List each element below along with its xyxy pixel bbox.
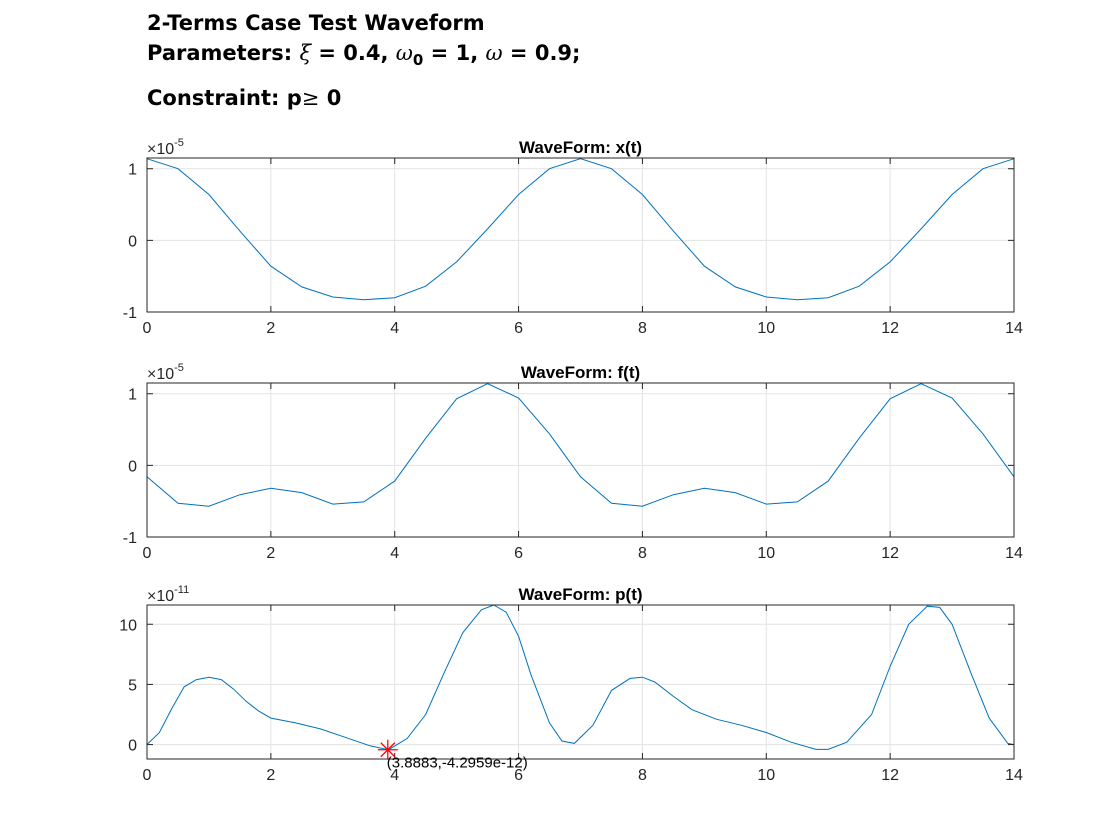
x-tick-label: 4 xyxy=(390,767,399,784)
y-exponent-power: -11 xyxy=(174,584,189,596)
axes-box xyxy=(146,157,1015,313)
omega-symbol: ω xyxy=(485,41,503,65)
y-exponent-label: ×10-5 xyxy=(147,362,184,383)
x-tick-label: 12 xyxy=(881,767,899,784)
constraint-prefix: Constraint: p xyxy=(147,86,302,111)
figure-title-line-1: 2-Terms Case Test Waveform xyxy=(147,11,485,35)
x-tick-label: 0 xyxy=(143,767,152,784)
subplot-3: 0 2 4 6 8 10 12 14 0 5 10 ×10-11 WaveForm: p(t) (3.88… xyxy=(119,584,1023,784)
subplot-2: 0 2 4 6 8 10 12 14 -1 0 1 ×10-5 WaveForm: f(t) xyxy=(123,362,1023,562)
x-tick-label: 14 xyxy=(1005,320,1023,337)
x-tick-label: 2 xyxy=(266,320,275,337)
figure-title-line-3: Constraint: p≥ 0 xyxy=(147,83,580,113)
x-tick-label: 0 xyxy=(143,545,152,562)
y-exponent-base: ×10 xyxy=(147,588,174,605)
subplot-title: WaveForm: x(t) xyxy=(519,138,642,157)
y-tick-label: -1 xyxy=(123,530,137,547)
x-tick-label: 10 xyxy=(757,320,775,337)
x-tick-label: 10 xyxy=(757,545,775,562)
y-tick-label: 5 xyxy=(128,677,137,694)
figure-title-line-2: Parameters: ξ = 0.4, ω0 = 1, ω = 0.9; xyxy=(147,38,580,75)
x-tick-label: 6 xyxy=(514,320,523,337)
datatip-label: (3.8883,-4.2959e-12) xyxy=(387,755,528,772)
x-tick-label: 14 xyxy=(1005,767,1023,784)
subplot-title: WaveForm: p(t) xyxy=(518,585,642,604)
x-tick-label: 8 xyxy=(638,545,647,562)
y-tick-label: 0 xyxy=(128,738,137,755)
x-tick-label: 2 xyxy=(266,767,275,784)
x-tick-label: 12 xyxy=(881,545,899,562)
x-tick-label: 14 xyxy=(1005,545,1023,562)
y-tick-label: 0 xyxy=(128,458,137,475)
x-tick-label: 8 xyxy=(638,320,647,337)
y-exponent-label: ×10-5 xyxy=(147,137,184,158)
y-tick-label: 10 xyxy=(119,617,137,634)
x-tick-label: 10 xyxy=(757,767,775,784)
omega0-symbol: ω xyxy=(395,41,413,65)
y-exponent-power: -5 xyxy=(174,137,184,149)
x-tick-label: 6 xyxy=(514,767,523,784)
y-exponent-base: ×10 xyxy=(147,141,174,158)
y-exponent-base: ×10 xyxy=(147,366,174,383)
figure-title: 2-Terms Case Test Waveform Parameters: ξ… xyxy=(147,8,580,113)
x-tick-label: 12 xyxy=(881,320,899,337)
parameters-prefix: Parameters: xyxy=(147,41,300,65)
y-tick-label: 1 xyxy=(128,387,137,404)
y-tick-label: 0 xyxy=(128,233,137,250)
subplot-1: 0 2 4 6 8 10 12 14 -1 0 1 ×10-5 WaveForm: x(t) xyxy=(123,137,1023,337)
omega-value: = 0.9; xyxy=(502,41,581,65)
xi-symbol: ξ xyxy=(299,41,312,65)
constraint-suffix: 0 xyxy=(319,86,342,111)
datatip-star-stroke xyxy=(380,742,396,758)
geq-symbol: ≥ xyxy=(301,86,320,111)
x-tick-label: 8 xyxy=(638,767,647,784)
series-line-1 xyxy=(146,158,1015,301)
series-line-1 xyxy=(146,604,1015,751)
y-exponent-label: ×10-11 xyxy=(147,584,189,605)
omega0-value: = 1, xyxy=(423,41,486,65)
y-tick-label: 1 xyxy=(128,162,137,179)
x-tick-label: 4 xyxy=(390,545,399,562)
x-tick-label: 0 xyxy=(143,320,152,337)
y-tick-label: -1 xyxy=(123,305,137,322)
x-tick-label: 6 xyxy=(514,545,523,562)
axes-box xyxy=(146,604,1015,760)
y-exponent-power: -5 xyxy=(174,362,184,374)
xi-value: = 0.4, xyxy=(311,41,396,65)
subplot-title: WaveForm: f(t) xyxy=(521,363,640,382)
axes-box xyxy=(146,382,1015,538)
datatip-marker[interactable] xyxy=(377,739,398,760)
x-tick-label: 4 xyxy=(390,320,399,337)
series-line-1 xyxy=(146,383,1015,507)
x-tick-label: 2 xyxy=(266,545,275,562)
omega0-subscript: 0 xyxy=(412,51,424,70)
